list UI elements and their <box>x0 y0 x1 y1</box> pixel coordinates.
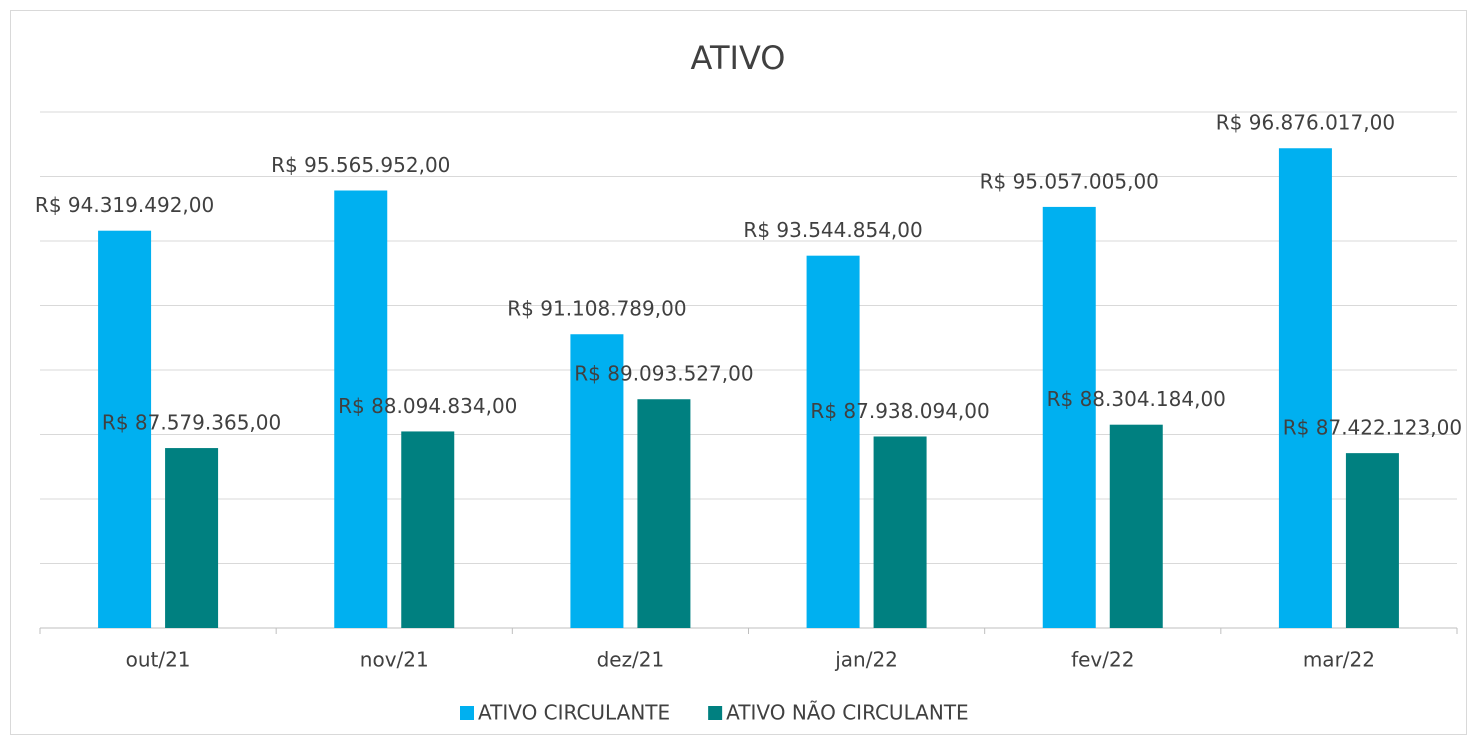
chart-frame <box>10 10 1467 735</box>
bar <box>1042 206 1096 628</box>
data-label: R$ 94.319.492,00 <box>35 193 214 217</box>
x-tick-label: out/21 <box>126 648 191 672</box>
bar <box>1278 148 1332 628</box>
legend-label: ATIVO CIRCULANTE <box>478 701 670 725</box>
bar <box>873 436 927 628</box>
data-label: R$ 88.094.834,00 <box>338 394 517 418</box>
legend-label: ATIVO NÃO CIRCULANTE <box>726 701 969 725</box>
x-tick-label: nov/21 <box>360 648 429 672</box>
data-label: R$ 95.057.005,00 <box>980 169 1159 193</box>
bar <box>334 190 388 628</box>
data-label: R$ 89.093.527,00 <box>574 362 753 386</box>
bar <box>570 334 624 628</box>
data-label: R$ 88.304.184,00 <box>1047 387 1226 411</box>
data-label: R$ 87.579.365,00 <box>102 411 281 435</box>
x-tick-label: mar/22 <box>1303 648 1375 672</box>
bar <box>806 255 860 628</box>
x-tick-label: jan/22 <box>834 648 898 672</box>
data-label: R$ 95.565.952,00 <box>271 153 450 177</box>
bar <box>1345 453 1399 628</box>
bar <box>401 431 455 628</box>
chart-title: ATIVO <box>691 39 786 77</box>
x-tick-label: dez/21 <box>597 648 665 672</box>
data-label: R$ 91.108.789,00 <box>507 297 686 321</box>
data-label: R$ 87.938.094,00 <box>810 399 989 423</box>
data-label: R$ 87.422.123,00 <box>1283 416 1462 440</box>
bar <box>1109 424 1163 628</box>
legend-swatch <box>708 706 723 720</box>
data-label: R$ 93.544.854,00 <box>743 218 922 242</box>
legend-swatch <box>460 706 474 720</box>
bar <box>165 448 219 628</box>
bar <box>98 230 152 628</box>
data-label: R$ 96.876.017,00 <box>1216 111 1395 135</box>
x-tick-label: fev/22 <box>1071 648 1134 672</box>
bar <box>637 399 691 628</box>
